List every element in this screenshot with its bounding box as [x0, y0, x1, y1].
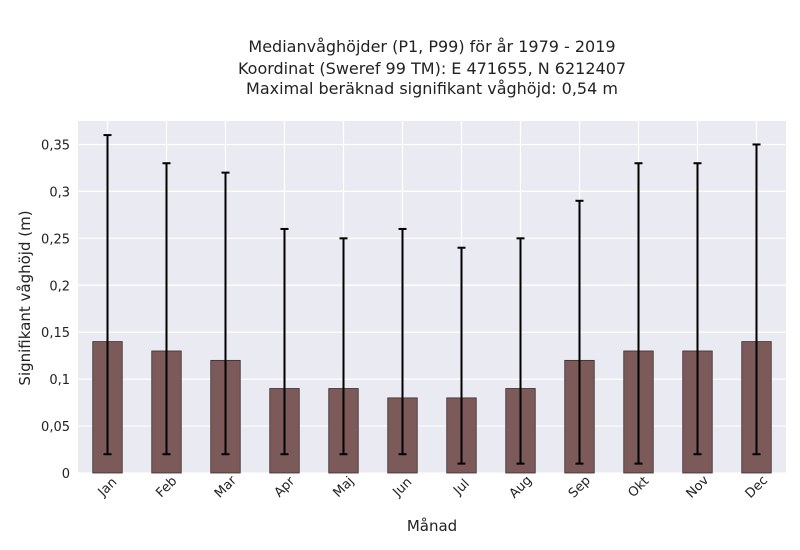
x-tick-label: Aug [507, 473, 536, 502]
title-line-1: Medianvåghöjder (P1, P99) för år 1979 - … [248, 37, 615, 56]
x-tick-label: Nov [684, 473, 713, 502]
errorbar-mar [221, 171, 230, 456]
errorbar-apr [280, 227, 289, 456]
errorbar-jun [398, 227, 407, 456]
errorbar-sep [575, 199, 584, 465]
errorbar-jan [103, 134, 112, 456]
x-axis-label: Månad [407, 517, 457, 535]
y-tick-label: 0,1 [49, 373, 70, 388]
y-tick-label: 0,35 [41, 138, 70, 153]
y-tick-label: 0,2 [49, 279, 70, 294]
y-tick-label: 0,3 [49, 185, 70, 200]
errorbar-okt [634, 162, 643, 465]
x-tick-label: Apr [272, 474, 299, 501]
errorbar-feb [162, 162, 171, 456]
chart-title: Medianvåghöjder (P1, P99) för år 1979 - … [238, 37, 626, 98]
y-tick-label: 0,15 [41, 326, 70, 341]
errorbar-aug [516, 237, 525, 465]
x-tick-label: Okt [625, 474, 652, 501]
errorbar-dec [752, 143, 761, 456]
errorbar-maj [339, 237, 348, 456]
error-bars [103, 134, 761, 465]
y-axis-ticks: 0 0,05 0,1 0,15 0,2 0,25 0,3 0,35 [41, 138, 70, 482]
errorbar-nov [693, 162, 702, 456]
x-axis-ticks: Jan Feb Mar Apr Maj Jun Jul Aug Sep Okt Nov Dec [95, 473, 771, 502]
y-tick-label: 0,25 [41, 232, 70, 247]
x-tick-label: Sep [566, 473, 594, 501]
title-line-3: Maximal beräknad signifikant våghöjd: 0,… [246, 79, 618, 98]
x-tick-label: Dec [743, 473, 771, 501]
x-tick-label: Mar [212, 473, 240, 501]
plot-area [78, 121, 786, 473]
x-tick-label: Jan [95, 475, 120, 500]
errorbar-jul [457, 246, 466, 465]
title-line-2: Koordinat (Sweref 99 TM): E 471655, N 62… [238, 59, 626, 78]
x-tick-label: Jul [450, 477, 472, 499]
y-axis-label: Signifikant våghöjd (m) [16, 210, 34, 385]
y-tick-label: 0,05 [41, 420, 70, 435]
x-tick-label: Maj [330, 474, 357, 501]
x-tick-label: Jun [390, 475, 416, 501]
x-tick-label: Feb [153, 474, 180, 501]
y-tick-label: 0 [62, 467, 70, 482]
